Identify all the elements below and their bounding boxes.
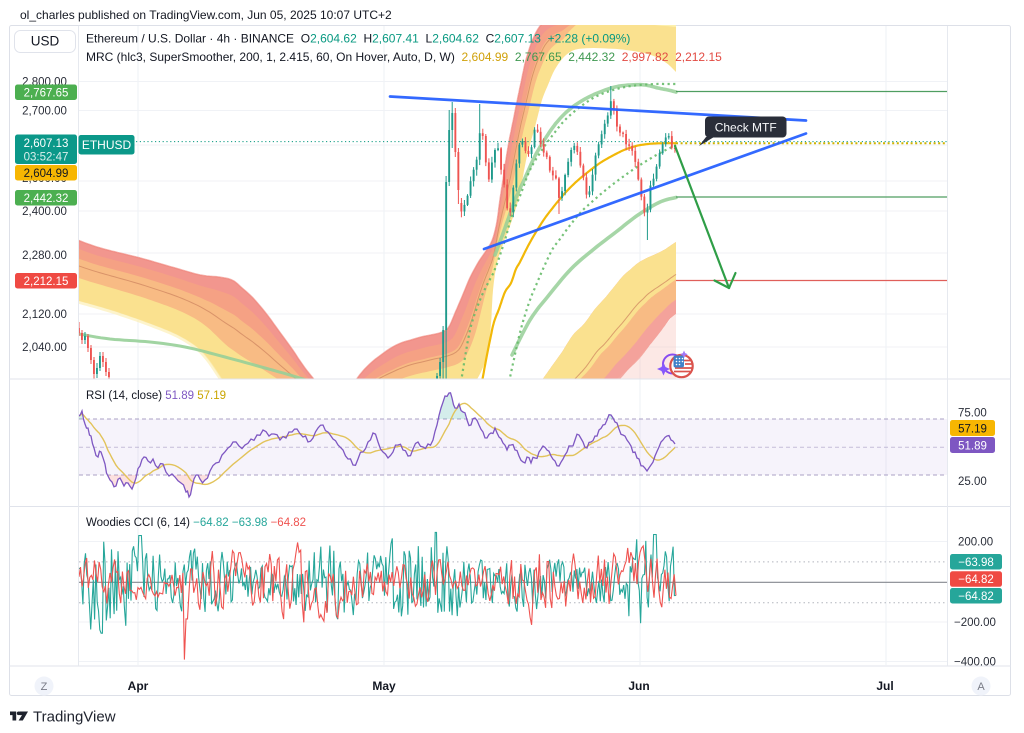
svg-text:25.00: 25.00 (958, 476, 987, 488)
svg-text:75.00: 75.00 (958, 408, 987, 420)
svg-text:2,442.32: 2,442.32 (24, 193, 69, 205)
svg-text:2,040.00: 2,040.00 (22, 342, 67, 354)
svg-text:Apr: Apr (128, 679, 149, 693)
svg-text:ol_charles published on Tradin: ol_charles published on TradingView.com,… (20, 8, 392, 22)
svg-text:ETHUSD: ETHUSD (82, 138, 132, 152)
svg-text:57.19: 57.19 (958, 423, 987, 435)
svg-text:Z: Z (41, 681, 48, 693)
svg-text:May: May (372, 679, 396, 693)
svg-text:Check MTF: Check MTF (715, 121, 777, 135)
svg-text:Ethereum / U.S. Dollar · 4h ·: Ethereum / U.S. Dollar · 4h · BINANCE O2… (86, 32, 630, 46)
svg-text:2,400.00: 2,400.00 (22, 206, 67, 218)
svg-text:TradingView: TradingView (33, 709, 116, 726)
svg-text:−64.82: −64.82 (958, 591, 994, 603)
svg-text:2,280.00: 2,280.00 (22, 250, 67, 262)
svg-text:A: A (977, 681, 985, 693)
svg-text:MRC (hlc3, SuperSmoother, 200,: MRC (hlc3, SuperSmoother, 200, 1, 2.415,… (86, 50, 722, 64)
svg-text:2,607.13: 2,607.13 (24, 138, 69, 150)
svg-text:51.89: 51.89 (958, 440, 987, 452)
svg-text:Woodies CCI (6, 14) −64.82 −63: Woodies CCI (6, 14) −64.82 −63.98 −64.82 (86, 517, 306, 529)
svg-text:USD: USD (31, 34, 60, 49)
svg-text:−200.00: −200.00 (954, 617, 996, 629)
svg-text:200.00: 200.00 (958, 537, 993, 549)
svg-text:−64.82: −64.82 (958, 574, 994, 586)
svg-text:RSI (14, close) 51.89 57.19: RSI (14, close) 51.89 57.19 (86, 390, 226, 402)
svg-text:2,767.65: 2,767.65 (24, 87, 69, 99)
svg-text:−63.98: −63.98 (958, 557, 994, 569)
svg-text:Jul: Jul (876, 679, 893, 693)
svg-text:−400.00: −400.00 (954, 657, 996, 669)
svg-text:2,212.15: 2,212.15 (24, 276, 69, 288)
svg-text:03:52:47: 03:52:47 (24, 152, 69, 164)
svg-text:2,604.99: 2,604.99 (24, 168, 69, 180)
svg-text:2,120.00: 2,120.00 (22, 309, 67, 321)
svg-text:Jun: Jun (628, 679, 649, 693)
svg-text:2,700.00: 2,700.00 (22, 106, 67, 118)
